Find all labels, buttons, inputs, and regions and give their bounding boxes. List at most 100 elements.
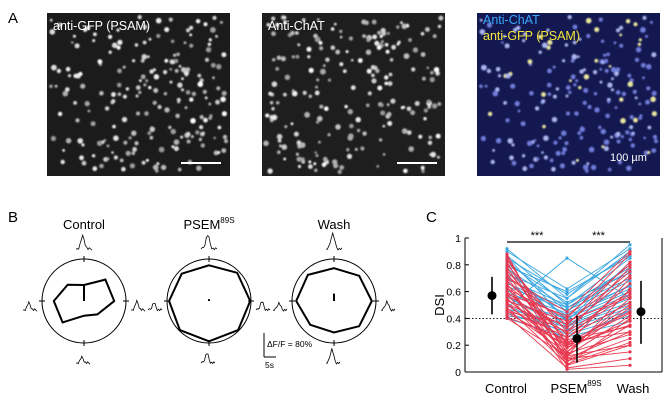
cell-point-blue: [565, 292, 569, 296]
cell-soma: [585, 17, 592, 24]
cell-soma: [647, 151, 651, 154]
cell-soma: [51, 64, 57, 71]
cell-soma: [207, 42, 212, 46]
cell-point-red: [565, 335, 569, 339]
cell-soma: [377, 85, 383, 91]
cell-soma: [607, 82, 613, 88]
cell-soma: [426, 66, 430, 70]
cell-soma: [291, 90, 298, 97]
cell-soma: [541, 99, 546, 104]
cell-soma: [156, 33, 161, 39]
cell-soma: [432, 34, 437, 38]
cell-soma: [176, 52, 180, 57]
cell-soma: [295, 54, 300, 59]
cell-point-red: [565, 351, 569, 355]
cell-soma: [354, 147, 358, 151]
cell-soma: [177, 82, 183, 88]
cell-soma: [495, 138, 502, 144]
cell-soma: [315, 154, 319, 158]
cell-soma: [99, 91, 104, 96]
cell-soma: [284, 125, 288, 129]
cell-soma: [208, 38, 212, 42]
cell-soma: [65, 66, 71, 72]
cell-soma: [640, 27, 646, 33]
cell-soma: [572, 24, 578, 30]
cell-soma: [169, 80, 173, 84]
cell-soma: [177, 100, 181, 104]
cell-soma: [134, 141, 139, 146]
cell-soma: [335, 49, 341, 55]
polar-plot-wash: Wash: [272, 217, 396, 365]
cell-soma: [642, 76, 645, 80]
cell-soma: [155, 17, 162, 24]
cell-soma: [551, 116, 558, 123]
cell-soma: [143, 83, 147, 87]
cell-soma: [121, 116, 128, 123]
cell-soma: [217, 125, 222, 130]
cell-point-blue: [628, 243, 632, 247]
y-tick-label: 1: [455, 233, 461, 245]
cell-soma: [484, 84, 488, 88]
cell-soma: [646, 86, 651, 91]
micrograph-gfp-label-line: anti-GFP (PSAM): [53, 19, 150, 33]
cell-soma: [157, 104, 162, 110]
cell-soma: [407, 130, 412, 135]
cell-soma: [271, 81, 278, 87]
cell-point-red: [565, 343, 569, 347]
cell-soma: [222, 134, 228, 140]
cell-soma: [180, 88, 185, 92]
cell-soma: [277, 150, 281, 154]
cell-soma: [564, 43, 569, 47]
cell-soma: [356, 128, 361, 133]
cell-soma: [574, 111, 579, 116]
cell-soma: [277, 138, 282, 143]
cell-soma: [527, 59, 533, 64]
cell-soma: [549, 158, 554, 163]
cell-soma: [128, 136, 132, 140]
cell-soma: [384, 75, 389, 80]
cell-soma: [376, 164, 380, 168]
cell-soma: [197, 81, 204, 87]
cell-soma: [125, 87, 130, 91]
cell-soma: [611, 77, 614, 81]
cell-soma: [164, 107, 170, 113]
cell-point-red: [505, 299, 509, 303]
cell-soma: [122, 65, 126, 69]
cell-soma: [189, 25, 194, 30]
cell-soma: [210, 27, 216, 33]
cell-soma: [420, 165, 425, 170]
cell-point-red: [628, 303, 632, 307]
cell-soma: [412, 47, 418, 53]
cell-soma: [140, 74, 146, 80]
cell-soma: [131, 151, 136, 155]
cell-point-red: [505, 273, 509, 278]
cell-soma: [141, 160, 146, 165]
cell-soma: [77, 138, 83, 144]
cell-soma: [638, 38, 642, 42]
dsi-chart: 0 0.2 0.4 0.6 0.8 1 *** *** Control PSEM89S Wash: [446, 230, 663, 396]
cell-soma: [603, 139, 610, 145]
response-trace: [200, 353, 216, 365]
cell-soma: [492, 90, 499, 97]
cell-soma: [65, 87, 70, 92]
cell-soma: [168, 17, 173, 22]
scale-bar-y-label: ΔF/F = 80%: [267, 339, 313, 349]
polar-plot-control: Control: [22, 217, 146, 365]
micrograph-gfp: anti-GFP (PSAM): [47, 13, 230, 176]
cell-point-red: [505, 252, 509, 256]
cell-soma: [401, 23, 408, 30]
cell-soma: [99, 163, 104, 169]
cell-soma: [406, 106, 412, 112]
cell-soma: [149, 69, 154, 74]
cell-soma: [366, 103, 370, 108]
cell-soma: [522, 166, 528, 172]
cell-soma: [347, 109, 353, 115]
cell-soma: [362, 131, 367, 136]
cell-point-blue: [565, 300, 569, 304]
cell-point-red: [505, 316, 509, 320]
cell-soma: [132, 59, 136, 63]
cell-soma: [202, 89, 207, 94]
cell-point-red: [628, 319, 632, 323]
cell-soma: [195, 130, 200, 135]
cell-soma: [600, 39, 605, 43]
